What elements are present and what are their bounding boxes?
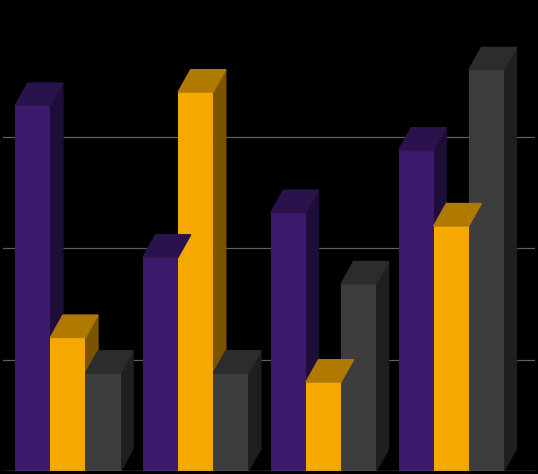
Bar (178, 92, 213, 471)
Bar (86, 373, 121, 471)
Polygon shape (434, 128, 447, 471)
Polygon shape (178, 235, 190, 471)
Bar (143, 257, 178, 471)
Bar (469, 70, 504, 471)
Polygon shape (178, 70, 226, 92)
Polygon shape (376, 262, 388, 471)
Polygon shape (86, 315, 98, 471)
Polygon shape (213, 351, 261, 373)
Bar (213, 373, 249, 471)
Polygon shape (306, 190, 318, 471)
Polygon shape (143, 235, 190, 257)
Polygon shape (15, 83, 63, 105)
Polygon shape (86, 351, 133, 373)
Bar (434, 226, 469, 471)
Polygon shape (271, 190, 318, 212)
Polygon shape (434, 203, 482, 226)
Bar (399, 150, 434, 471)
Bar (341, 284, 376, 471)
Polygon shape (249, 351, 261, 471)
Bar (271, 212, 306, 471)
Polygon shape (51, 83, 63, 471)
Bar (51, 337, 86, 471)
Polygon shape (399, 128, 447, 150)
Polygon shape (51, 315, 98, 337)
Polygon shape (469, 203, 482, 471)
Polygon shape (121, 351, 133, 471)
Polygon shape (341, 262, 388, 284)
Bar (306, 382, 341, 471)
Polygon shape (504, 47, 516, 471)
Polygon shape (469, 47, 516, 70)
Bar (15, 105, 51, 471)
Polygon shape (213, 70, 226, 471)
Polygon shape (306, 360, 353, 382)
Polygon shape (341, 360, 353, 471)
